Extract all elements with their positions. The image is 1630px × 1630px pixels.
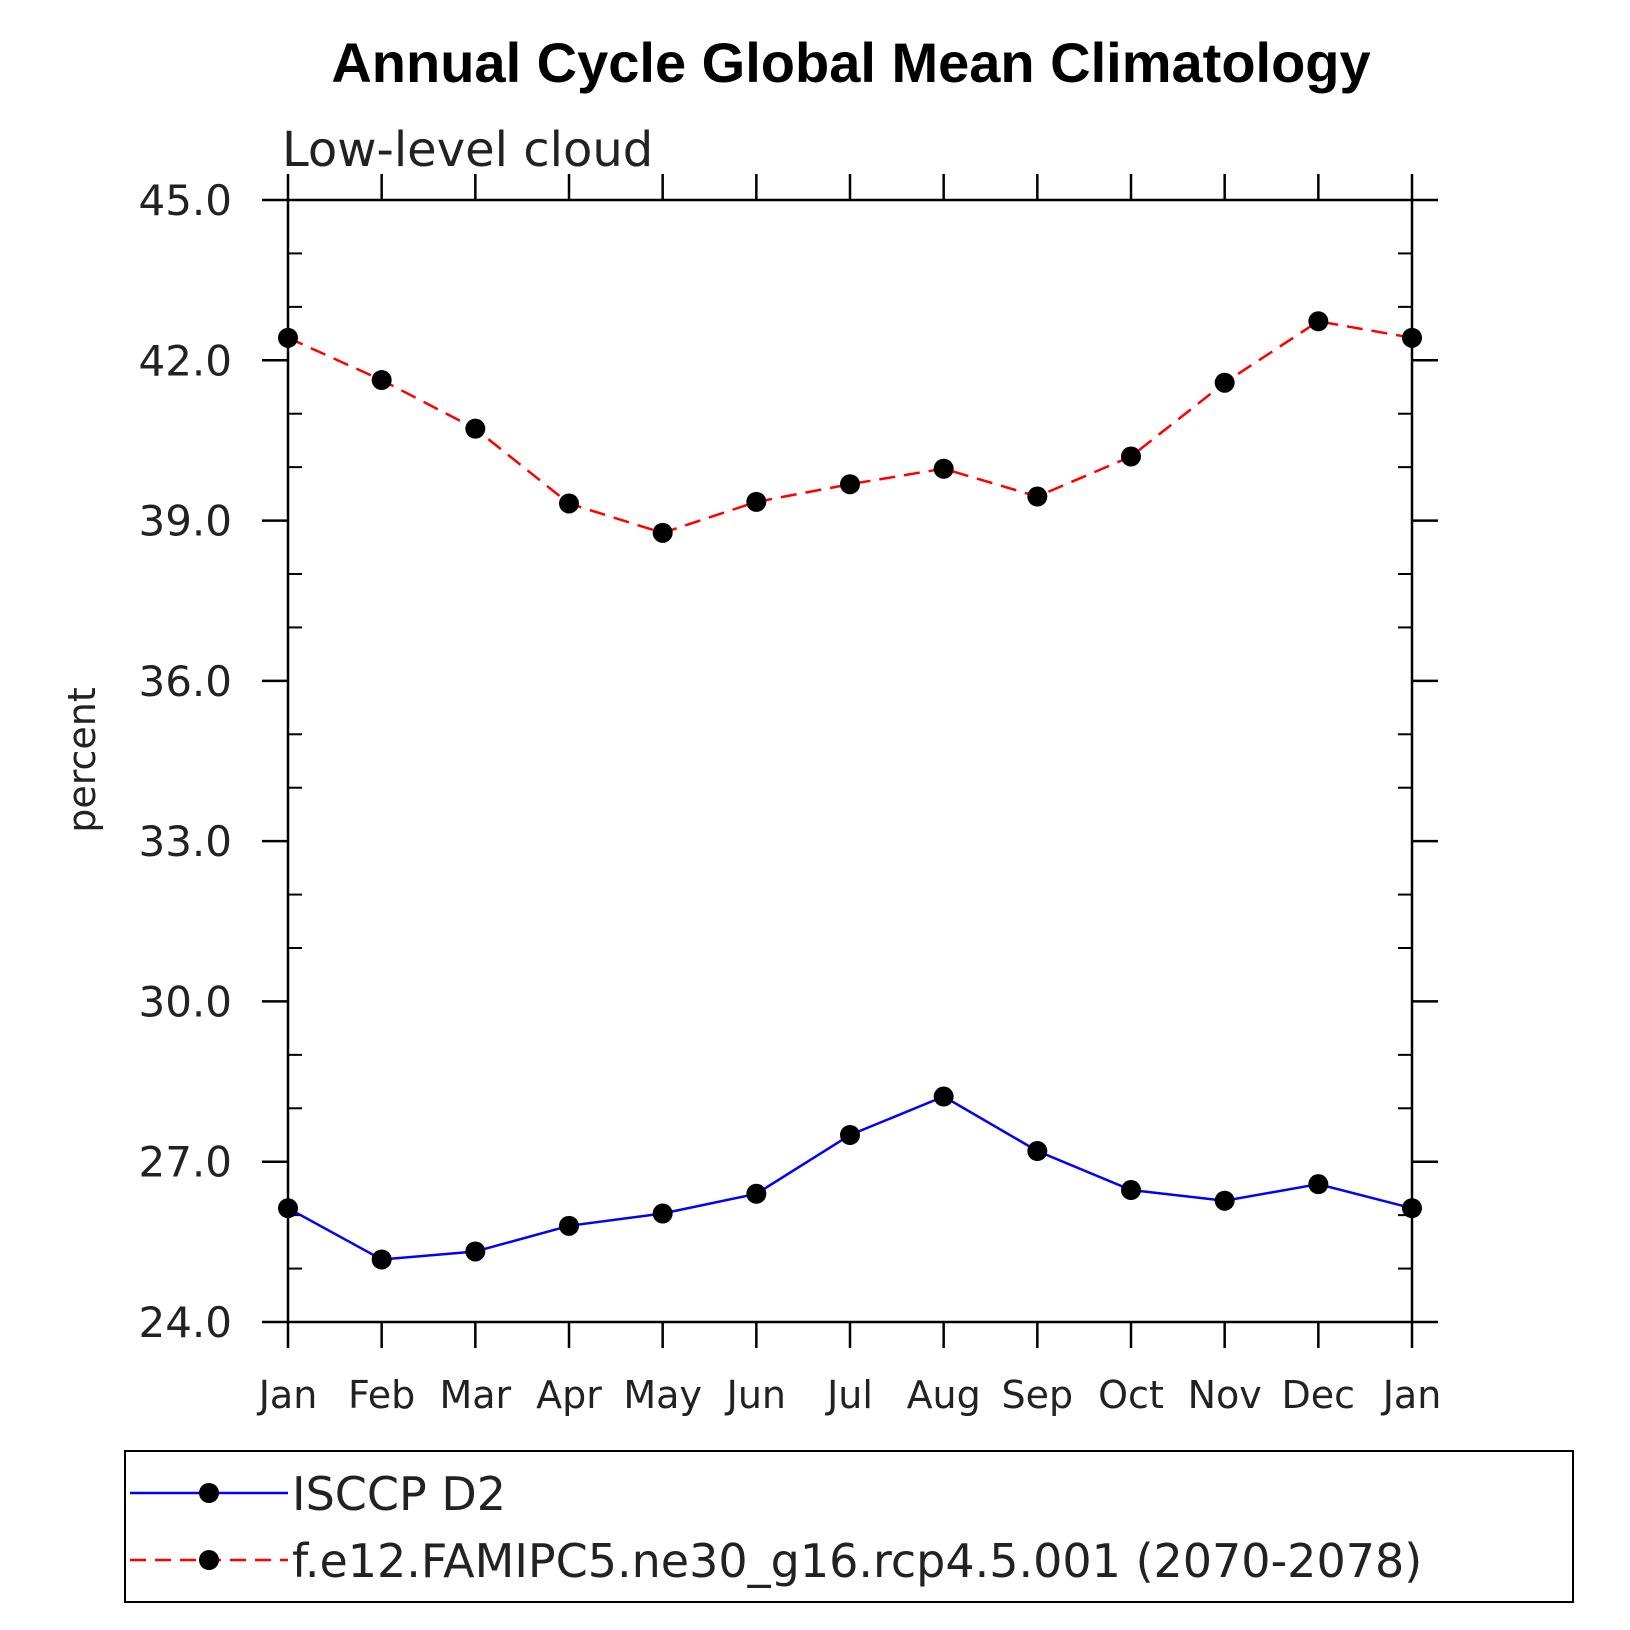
series-0-point	[1121, 1180, 1141, 1201]
series-line-0	[287, 1095, 1413, 1261]
series-0-point	[278, 1198, 298, 1219]
x-tick-label: Feb	[348, 1373, 415, 1417]
series-0-point	[1027, 1141, 1048, 1162]
x-tick-label: Nov	[1188, 1373, 1262, 1417]
chart-subtitle: Low-level cloud	[282, 122, 653, 178]
series-1-point	[933, 458, 954, 479]
series-0-point	[1214, 1190, 1235, 1211]
series-1-point	[465, 418, 486, 439]
series-1-point	[1027, 486, 1048, 507]
legend: ISCCP D2 f.e12.FAMIPC5.ne30_g16.rcp4.5.00…	[130, 1467, 1422, 1588]
legend-label-0: ISCCP D2	[292, 1467, 506, 1521]
x-tick-labels: Jan Feb Mar Apr May Jun Jul Aug Sep Oct Nov Dec Jan	[257, 1373, 1442, 1417]
series-1-point	[652, 522, 673, 543]
chart-title: Annual Cycle Global Mean Climatology	[331, 31, 1370, 94]
y-tick-label: 27.0	[138, 1138, 232, 1187]
legend-marker-0	[199, 1483, 219, 1503]
series-1-point	[278, 327, 298, 348]
y-tick-labels: 24.0 27.0 30.0 33.0 36.0 39.0 42.0 45.0	[138, 176, 232, 1347]
series-1-point	[746, 491, 767, 512]
x-tick-label: Jun	[725, 1373, 786, 1417]
x-tick-label: Sep	[1002, 1373, 1074, 1417]
legend-marker-1	[199, 1550, 219, 1570]
y-tick-label: 33.0	[138, 817, 232, 866]
series-0-point	[933, 1086, 954, 1107]
series-0-point	[371, 1249, 392, 1270]
series-1-point	[1214, 372, 1235, 393]
legend-label-1: f.e12.FAMIPC5.ne30_g16.rcp4.5.001 (2070-…	[292, 1534, 1422, 1588]
series-1-point	[1402, 327, 1422, 348]
x-tick-label: Dec	[1282, 1373, 1356, 1417]
series-0-point	[1402, 1198, 1422, 1219]
x-tick-label: Jul	[825, 1373, 873, 1417]
series-0-point	[1308, 1174, 1329, 1195]
x-tick-label: Mar	[439, 1373, 511, 1417]
y-tick-label: 42.0	[138, 336, 232, 385]
y-tick-label: 36.0	[138, 657, 232, 706]
plot-frame	[286, 198, 1414, 1324]
y-axis-label: percent	[60, 687, 104, 833]
x-tick-label: May	[623, 1373, 702, 1417]
x-tick-label: Oct	[1098, 1373, 1164, 1417]
series-1-point	[559, 493, 579, 514]
series-1-point	[1308, 311, 1329, 332]
x-tick-label: Apr	[536, 1373, 602, 1417]
series-0-point	[840, 1125, 860, 1145]
series-1-point	[371, 370, 392, 391]
legend-box	[124, 1450, 1574, 1603]
y-tick-label: 24.0	[138, 1298, 232, 1347]
x-tick-label: Jan	[257, 1373, 318, 1417]
series-1-point	[1121, 446, 1141, 467]
series-1-point	[840, 474, 860, 495]
series-0-point	[652, 1203, 673, 1224]
series-0-point	[746, 1183, 767, 1204]
y-tick-label: 45.0	[138, 176, 232, 225]
series-0-point	[465, 1241, 486, 1262]
axis-ticks	[262, 174, 1438, 1348]
series-line-1	[287, 319, 1413, 535]
series-0-point	[559, 1215, 579, 1236]
y-tick-label: 30.0	[138, 977, 232, 1026]
y-tick-label: 39.0	[138, 497, 232, 546]
x-tick-label: Jan	[1381, 1373, 1442, 1417]
series-layer	[278, 311, 1422, 1270]
x-tick-label: Aug	[907, 1373, 981, 1417]
